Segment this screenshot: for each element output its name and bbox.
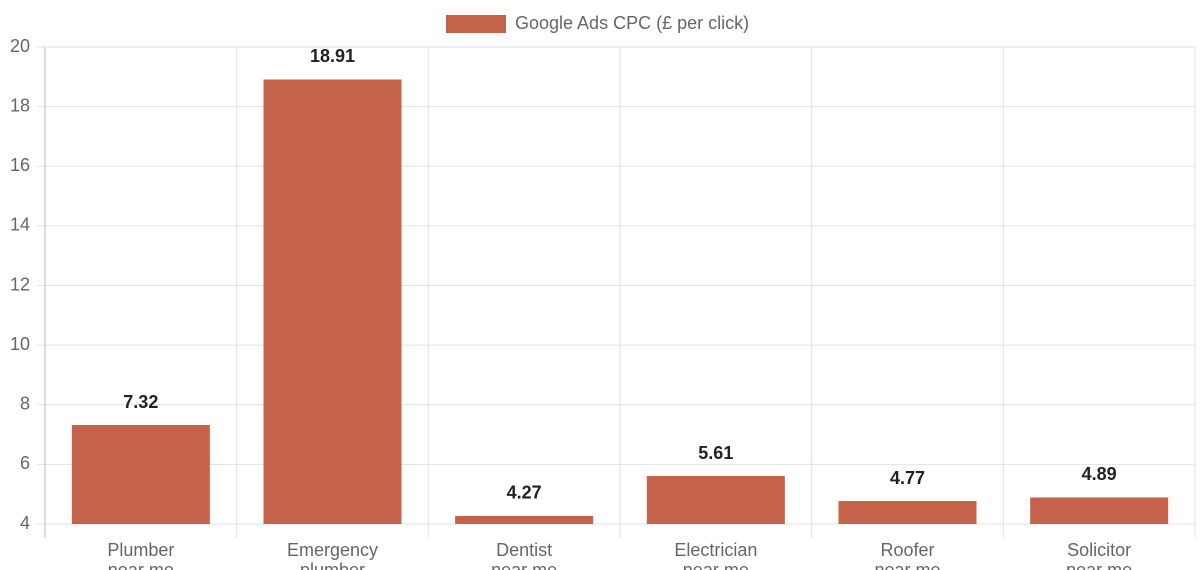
y-tick-label: 16 — [10, 155, 30, 175]
bar — [263, 79, 402, 524]
y-tick-label: 10 — [10, 334, 30, 354]
x-tick-label: Dentist — [496, 540, 552, 560]
y-tick-label: 12 — [10, 274, 30, 294]
bar — [646, 476, 785, 524]
x-tick-label: near me — [683, 560, 749, 570]
value-label: 4.77 — [890, 468, 925, 488]
value-label: 4.89 — [1082, 464, 1117, 484]
x-tick-label: near me — [1066, 560, 1132, 570]
x-tick-label: Solicitor — [1067, 540, 1131, 560]
y-tick-label: 6 — [20, 453, 30, 473]
x-tick-label: near me — [874, 560, 940, 570]
value-label: 4.27 — [507, 483, 542, 503]
bar — [1030, 497, 1169, 524]
x-tick-label: near me — [108, 560, 174, 570]
x-tick-label: Electrician — [674, 540, 757, 560]
x-tick-label: Emergency — [287, 540, 378, 560]
x-tick-label: Roofer — [880, 540, 934, 560]
legend-swatch — [446, 15, 506, 33]
bar — [838, 501, 977, 524]
x-tick-label: near me — [491, 560, 557, 570]
bar — [455, 515, 594, 524]
y-tick-label: 18 — [10, 95, 30, 115]
y-tick-label: 4 — [20, 513, 30, 533]
value-label: 18.91 — [310, 46, 355, 66]
x-tick-label: Plumber — [107, 540, 174, 560]
value-label: 5.61 — [698, 443, 733, 463]
value-label: 7.32 — [123, 392, 158, 412]
bar — [71, 425, 210, 524]
legend-label: Google Ads CPC (£ per click) — [515, 13, 749, 33]
y-tick-label: 20 — [10, 36, 30, 56]
y-tick-label: 14 — [10, 215, 30, 235]
y-tick-label: 8 — [20, 394, 30, 414]
x-tick-label: plumber — [300, 560, 365, 570]
